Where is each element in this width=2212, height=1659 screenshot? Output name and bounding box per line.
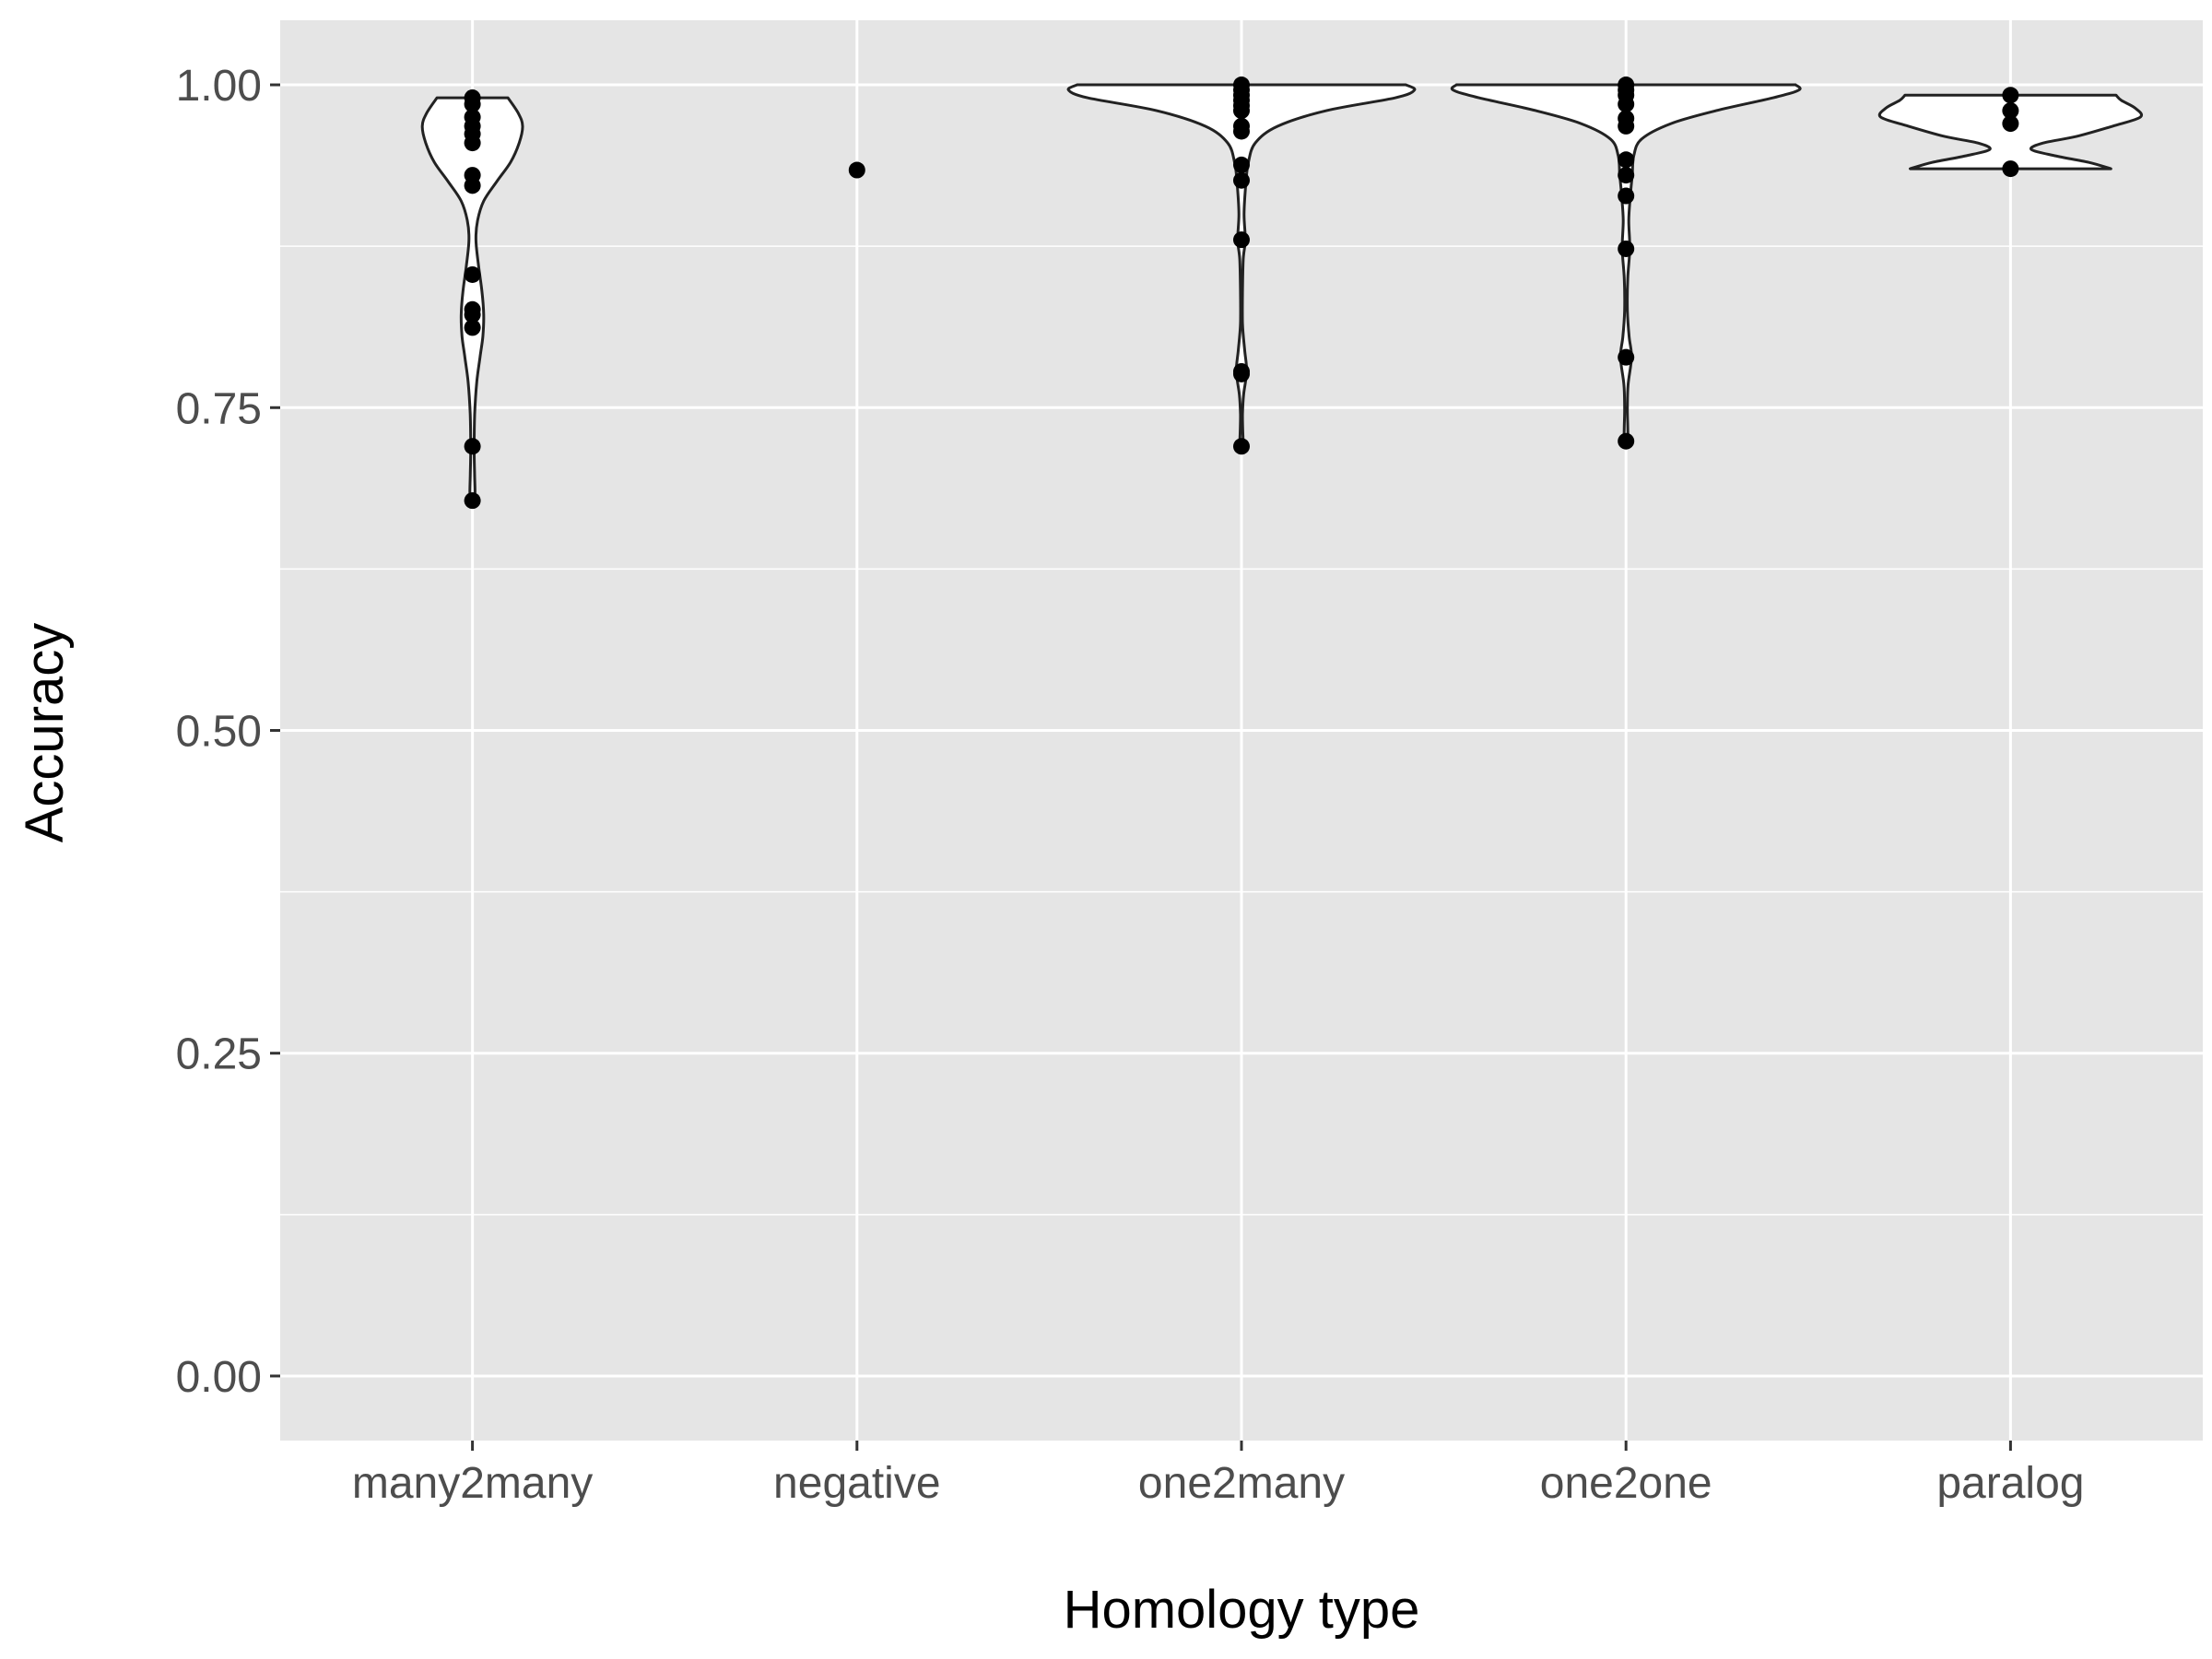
- point-one2many: [1233, 171, 1250, 189]
- violin-many2many: [420, 96, 524, 502]
- point-one2one: [1618, 117, 1635, 135]
- point-paralog: [2002, 87, 2019, 104]
- y-tick-label: 0.75: [176, 384, 262, 433]
- violin-paralog: [1877, 93, 2144, 171]
- point-one2many: [1233, 365, 1250, 382]
- point-one2many: [1233, 231, 1250, 249]
- point-one2one: [1618, 167, 1635, 184]
- point-many2many: [464, 135, 481, 152]
- point-one2one: [1618, 187, 1635, 205]
- point-many2many: [464, 265, 481, 283]
- point-many2many: [464, 306, 481, 324]
- x-tick-label: one2many: [1138, 1459, 1345, 1508]
- violin-one2one: [1450, 83, 1802, 443]
- violin-layer: [420, 83, 2144, 502]
- point-one2many: [1233, 123, 1250, 140]
- point-one2many: [1233, 156, 1250, 173]
- point-one2one: [1618, 151, 1635, 169]
- point-layer: [464, 76, 2019, 510]
- x-tick-label: many2many: [352, 1459, 593, 1508]
- y-tick-label: 0.50: [176, 708, 262, 757]
- point-one2one: [1618, 348, 1635, 366]
- point-negative: [848, 161, 865, 179]
- point-one2one: [1618, 240, 1635, 257]
- x-axis-title: Homology type: [1064, 1580, 1420, 1640]
- grid-layer: [280, 20, 2203, 1441]
- x-tick-label: negative: [773, 1459, 940, 1508]
- violin-one2many: [1066, 83, 1417, 448]
- y-axis-title: Accuracy: [15, 623, 75, 843]
- y-tick-label: 1.00: [176, 62, 262, 111]
- point-one2many: [1233, 438, 1250, 455]
- point-one2one: [1618, 96, 1635, 113]
- point-many2many: [464, 96, 481, 113]
- point-many2many: [464, 492, 481, 510]
- point-many2many: [464, 177, 481, 194]
- point-many2many: [464, 438, 481, 455]
- point-one2one: [1618, 432, 1635, 450]
- x-tick-label: paralog: [1936, 1459, 2084, 1508]
- point-one2many: [1233, 102, 1250, 120]
- point-paralog: [2002, 115, 2019, 133]
- x-tick-label: one2one: [1540, 1459, 1712, 1508]
- point-many2many: [464, 319, 481, 336]
- y-tick-label: 0.00: [176, 1353, 262, 1402]
- point-paralog: [2002, 102, 2019, 120]
- y-tick-label: 0.25: [176, 1030, 262, 1079]
- tick-layer: 0.00 0.25 0.50 0.75 1.00 many2many negative one…: [176, 62, 2085, 1508]
- point-paralog: [2002, 160, 2019, 178]
